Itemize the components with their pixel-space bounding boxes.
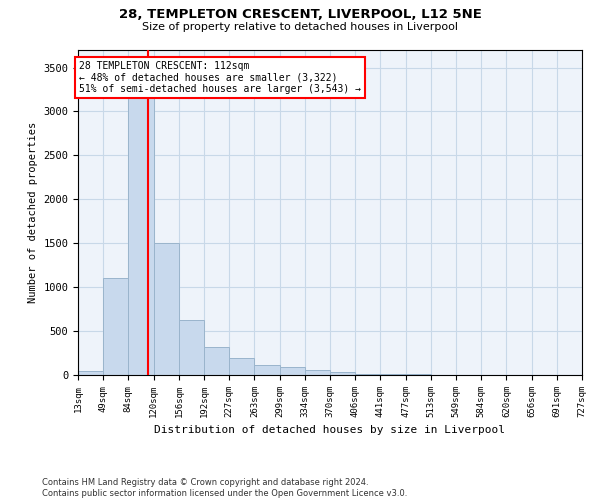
Bar bbox=[280, 367, 305, 375]
Bar bbox=[355, 374, 380, 375]
Text: 28 TEMPLETON CRESCENT: 112sqm
← 48% of detached houses are smaller (3,322)
51% o: 28 TEMPLETON CRESCENT: 112sqm ← 48% of d… bbox=[79, 60, 361, 94]
Bar bbox=[305, 370, 330, 375]
Bar bbox=[103, 278, 128, 375]
Text: 28, TEMPLETON CRESCENT, LIVERPOOL, L12 5NE: 28, TEMPLETON CRESCENT, LIVERPOOL, L12 5… bbox=[119, 8, 481, 20]
Bar bbox=[254, 366, 280, 375]
Bar bbox=[229, 358, 254, 375]
Bar bbox=[330, 372, 355, 375]
Bar bbox=[406, 374, 431, 375]
Bar bbox=[179, 320, 205, 375]
Bar bbox=[128, 85, 154, 375]
Text: Contains HM Land Registry data © Crown copyright and database right 2024.
Contai: Contains HM Land Registry data © Crown c… bbox=[42, 478, 407, 498]
Bar bbox=[380, 374, 406, 375]
Bar bbox=[154, 243, 179, 375]
Y-axis label: Number of detached properties: Number of detached properties bbox=[28, 122, 38, 303]
X-axis label: Distribution of detached houses by size in Liverpool: Distribution of detached houses by size … bbox=[155, 426, 505, 436]
Bar bbox=[78, 370, 103, 375]
Bar bbox=[205, 347, 229, 375]
Text: Size of property relative to detached houses in Liverpool: Size of property relative to detached ho… bbox=[142, 22, 458, 32]
